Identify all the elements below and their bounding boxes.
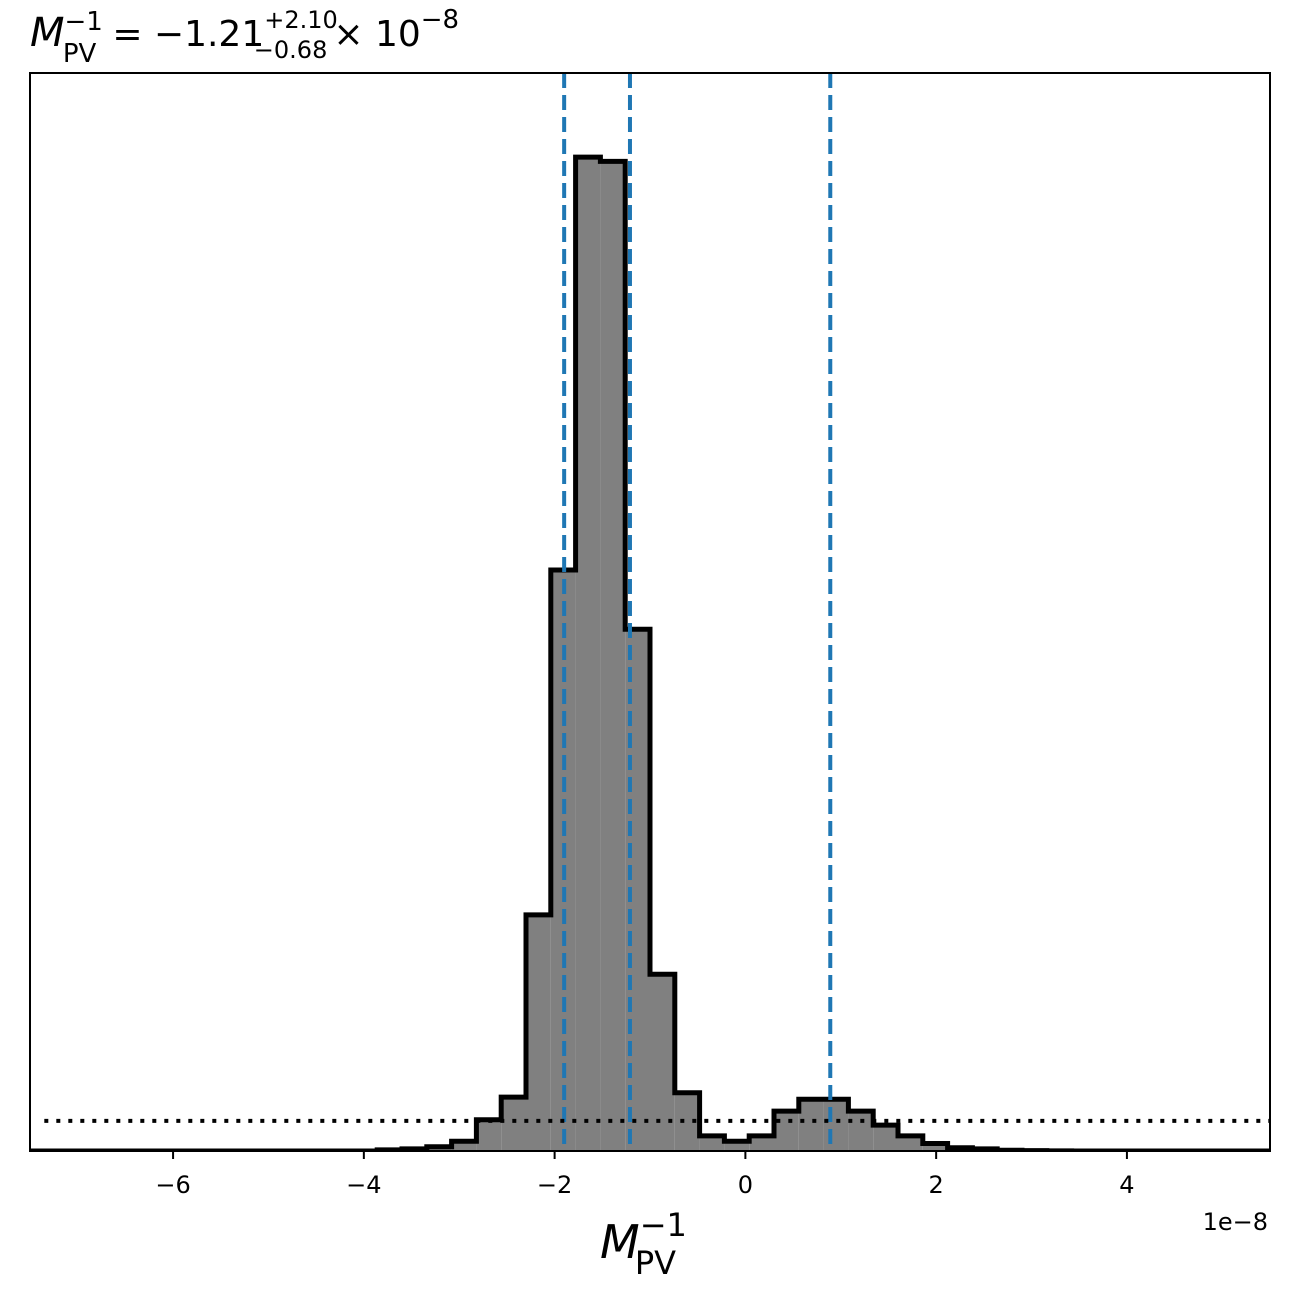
histogram-bar	[774, 1111, 799, 1151]
x-tick-label: 0	[738, 1171, 753, 1199]
histogram-bar	[526, 914, 551, 1151]
histogram-bar	[848, 1111, 874, 1151]
histogram-bar	[823, 1099, 849, 1151]
histogram-bar	[724, 1141, 750, 1151]
x-tick-label: 2	[929, 1171, 944, 1199]
quantile-lines	[562, 73, 833, 1151]
histogram-bar	[798, 1099, 824, 1151]
x-tick-label: 4	[1119, 1171, 1134, 1199]
x-tick-label: −6	[155, 1171, 190, 1199]
histogram-bar	[898, 1135, 923, 1151]
axis-offset-text: 1e−8	[1203, 1208, 1268, 1236]
histogram-bars	[377, 157, 1072, 1151]
chart-title: M−1 PV = −1.21+2.10 −0.68 × 10−8	[30, 5, 459, 69]
histogram-bar	[873, 1125, 898, 1151]
histogram-bar	[501, 1097, 526, 1151]
x-tick-label: −4	[346, 1171, 381, 1199]
axes-frame	[29, 72, 1271, 1152]
plot-area	[30, 73, 1270, 1151]
histogram-bar	[699, 1135, 725, 1151]
histogram-bar	[922, 1143, 948, 1151]
histogram-bar	[575, 157, 601, 1151]
histogram-bar	[600, 161, 626, 1151]
histogram-bar	[451, 1141, 477, 1151]
x-axis-ticks: −6 −4 −2 0 2 4	[155, 1151, 1135, 1199]
x-axis-label: M−1 PV	[600, 1206, 687, 1282]
histogram-bar	[476, 1119, 502, 1151]
x-tick-label: −2	[537, 1171, 572, 1199]
histogram-bar	[650, 974, 675, 1151]
histogram-bar	[749, 1135, 774, 1151]
